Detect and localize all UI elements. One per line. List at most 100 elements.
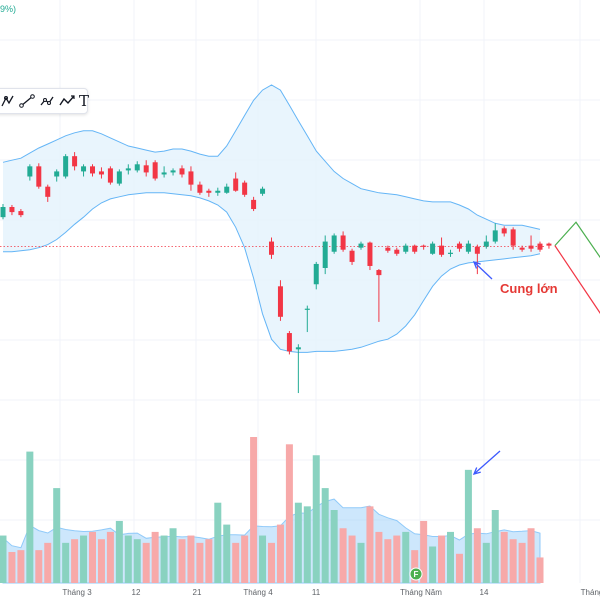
candle: [260, 186, 266, 196]
candle: [197, 181, 203, 195]
bollinger-upper-line: [2, 84, 541, 230]
volume-bar: [536, 557, 544, 583]
candle: [456, 241, 462, 252]
line-tool-icon[interactable]: [19, 92, 35, 110]
candle: [340, 231, 346, 252]
volume-bar: [232, 542, 240, 583]
candle: [0, 203, 6, 220]
candle: [358, 241, 364, 250]
forecast-up-line: [554, 221, 600, 259]
bollinger-lower-line: [3, 192, 541, 353]
candle: [277, 280, 283, 321]
bollinger-band-fill: [3, 85, 540, 353]
candle: [18, 209, 24, 218]
price-arrow-icon: [472, 260, 493, 280]
candle: [54, 169, 60, 182]
volume-bar: [223, 524, 231, 583]
annotations: Cung lớn: [472, 260, 558, 475]
volume-bar: [464, 469, 472, 583]
volume-bar: [142, 542, 150, 583]
candle: [430, 241, 436, 255]
x-tick-label: 14: [480, 588, 489, 597]
x-tick-label: 21: [193, 588, 202, 597]
volume-bar: [384, 539, 392, 583]
curve-tool-icon[interactable]: [59, 92, 75, 110]
volume-bar: [473, 528, 481, 583]
volume-bar: [133, 539, 141, 583]
path-tool-icon[interactable]: [1, 92, 15, 110]
volume-bar: [205, 539, 213, 583]
candle: [421, 244, 427, 250]
volume-bar: [294, 502, 302, 583]
candle: [188, 166, 194, 191]
volume-bar: [26, 451, 34, 583]
candle: [385, 245, 391, 253]
candle: [206, 188, 212, 197]
volume-bar: [402, 531, 410, 583]
annotation-label: Cung lớn: [500, 281, 558, 296]
volume-bar: [8, 551, 16, 583]
x-tick-label: Tháng: [581, 588, 600, 597]
volume-bar: [366, 506, 374, 583]
candle: [492, 223, 498, 244]
volume-bar: [447, 531, 454, 583]
text-tool-glyph: T: [79, 91, 90, 110]
candle: [251, 196, 257, 212]
volume-bar: [17, 550, 25, 583]
candle: [465, 240, 471, 254]
x-tick-label: Tháng 3: [62, 588, 92, 597]
volume-bar: [115, 520, 123, 583]
volume-bar: [169, 528, 177, 583]
volume-bar: [106, 531, 114, 583]
candle: [349, 248, 355, 265]
volume-bar: [455, 553, 463, 583]
candle: [331, 233, 337, 254]
volume-bar: [303, 506, 311, 583]
x-tick-label: Tháng 4: [243, 588, 273, 597]
volume-arrow-icon: [472, 450, 501, 475]
candle: [376, 269, 382, 322]
candle: [9, 204, 15, 216]
candle: [116, 169, 122, 186]
volume-bar: [285, 444, 293, 583]
volume-bar: [214, 502, 222, 583]
x-tick-label: 11: [312, 588, 321, 597]
candle: [179, 165, 185, 178]
volume-bar: [268, 542, 275, 583]
candle: [528, 235, 534, 252]
text-tool-icon[interactable]: T: [79, 92, 89, 110]
candle: [233, 172, 239, 192]
volume-bar: [482, 542, 490, 583]
candle: [322, 235, 328, 275]
volume-bar: [151, 531, 159, 583]
event-badge[interactable]: F: [409, 567, 423, 581]
candle: [403, 243, 409, 254]
candle: [286, 331, 292, 355]
volume-bar: [89, 531, 96, 583]
candle: [36, 163, 42, 189]
candle: [367, 241, 373, 271]
polyline-tool-icon[interactable]: [39, 92, 55, 110]
volume-bar: [53, 488, 61, 583]
volume-bar: [411, 550, 419, 583]
candle: [501, 226, 507, 237]
volume-bar: [429, 546, 437, 583]
volume-bar: [330, 510, 338, 583]
candle: [304, 305, 310, 333]
candle: [215, 187, 221, 196]
candle: [81, 164, 87, 177]
candle: [510, 227, 516, 250]
volume-bar: [196, 542, 204, 583]
volume-bar: [178, 539, 186, 583]
volume-bar: [250, 437, 258, 583]
candle: [170, 168, 176, 176]
volume-bar: [187, 535, 195, 583]
candle: [394, 247, 400, 256]
candle: [295, 344, 301, 394]
drawing-toolbar: T: [0, 88, 89, 114]
volume-bar: [491, 510, 499, 583]
candle: [98, 167, 104, 179]
volume-bar: [62, 542, 70, 583]
candle: [412, 244, 418, 254]
